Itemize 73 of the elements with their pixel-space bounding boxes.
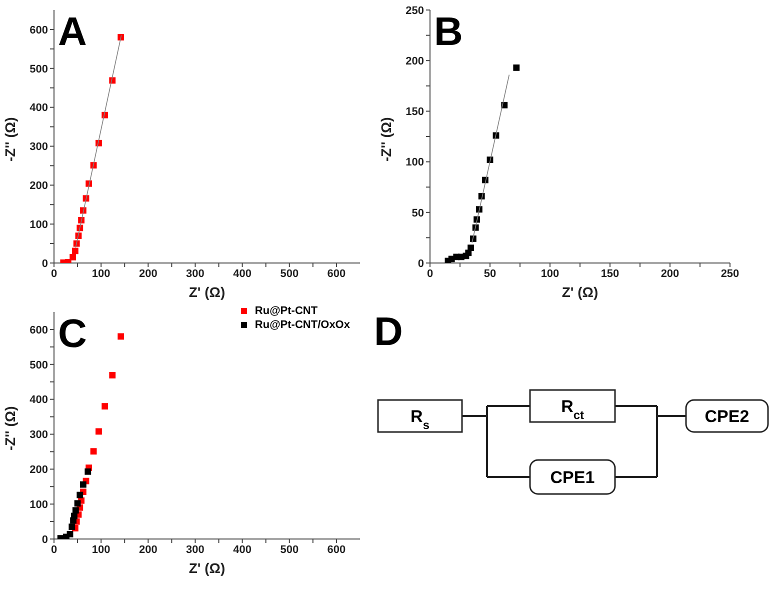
x-tick-label: 400 xyxy=(233,544,252,556)
x-axis-title: Z' (Ω) xyxy=(188,284,226,300)
x-tick-label: 600 xyxy=(327,268,346,280)
x-tick-label: 0 xyxy=(50,544,58,556)
point xyxy=(118,34,124,40)
x-tick-label: 400 xyxy=(233,268,252,280)
text: R$_{ct}$ xyxy=(561,397,584,422)
y-tick-label: 150 xyxy=(406,106,424,118)
x-tick-label: 200 xyxy=(138,268,158,280)
x-tick-label: 300 xyxy=(186,544,204,556)
point xyxy=(96,428,102,435)
y-tick-label: 200 xyxy=(406,56,424,68)
legend-label: Ru@Pt-CNT/OxOx xyxy=(254,318,350,332)
y-tick-label: 500 xyxy=(30,359,48,372)
y-tick-label: 100 xyxy=(30,218,48,231)
point xyxy=(70,254,76,260)
x-tick-label: 200 xyxy=(138,544,158,556)
point xyxy=(72,248,78,254)
y-tick-label: 0 xyxy=(418,258,424,270)
point xyxy=(109,372,116,378)
point xyxy=(76,492,84,498)
x-tick-label: 250 xyxy=(720,268,740,280)
x-tick-label: 500 xyxy=(280,268,299,280)
x-tick-label: 600 xyxy=(327,544,346,556)
x-tick-label: 100 xyxy=(540,268,560,280)
y-tick-label: 600 xyxy=(30,24,48,36)
text: CPE1 xyxy=(550,468,595,487)
point xyxy=(102,403,108,410)
x-axis-title: Z' (Ω) xyxy=(188,560,226,576)
y-tick-label: 200 xyxy=(30,180,48,192)
y-tick-label: 200 xyxy=(30,464,48,476)
x-tick-label: 150 xyxy=(600,268,620,280)
x-tick-label: 100 xyxy=(92,544,110,556)
y-tick-label: 100 xyxy=(30,498,48,511)
x-tick-label: 500 xyxy=(280,544,299,556)
y-tick-label: 0 xyxy=(42,258,48,270)
chart-title: C xyxy=(58,312,87,356)
y-tick-label: 300 xyxy=(30,141,48,154)
x-tick-label: 0 xyxy=(50,268,58,280)
y-tick-label: 0 xyxy=(42,534,48,546)
point xyxy=(84,468,92,475)
point xyxy=(80,481,86,488)
chart-title: B xyxy=(434,10,463,54)
legend-label: Ru@Pt-CNT xyxy=(254,304,318,318)
point xyxy=(66,530,74,538)
chart-title: A xyxy=(58,10,87,54)
x-tick-label: 100 xyxy=(92,268,110,280)
x-tick-label: 50 xyxy=(484,268,496,280)
point xyxy=(468,244,474,252)
x-tick-label: 200 xyxy=(660,268,680,280)
y-axis-title: -Z'' (Ω) xyxy=(2,406,18,450)
x-tick-label: 300 xyxy=(186,268,204,280)
point xyxy=(513,64,520,71)
y-tick-label: 300 xyxy=(30,429,48,442)
text: D xyxy=(374,310,403,354)
point xyxy=(90,448,97,455)
x-axis-title: Z' (Ω) xyxy=(562,284,598,300)
point xyxy=(118,333,124,340)
y-tick-label: 50 xyxy=(412,207,424,220)
y-tick-label: 500 xyxy=(30,63,48,76)
y-tick-label: 400 xyxy=(30,394,48,406)
y-tick-label: 400 xyxy=(30,102,48,114)
y-axis-title: -Z'' (Ω) xyxy=(378,117,394,162)
x-tick-label: 0 xyxy=(426,268,434,280)
point xyxy=(68,524,76,530)
y-tick-label: 600 xyxy=(30,324,48,336)
y-axis-title: -Z'' (Ω) xyxy=(2,117,18,162)
point xyxy=(74,500,81,507)
point xyxy=(72,507,79,514)
text: R$_{s}$ xyxy=(410,407,430,432)
y-tick-label: 250 xyxy=(406,4,424,17)
text: CPE2 xyxy=(704,407,750,426)
y-tick-label: 100 xyxy=(406,156,424,169)
